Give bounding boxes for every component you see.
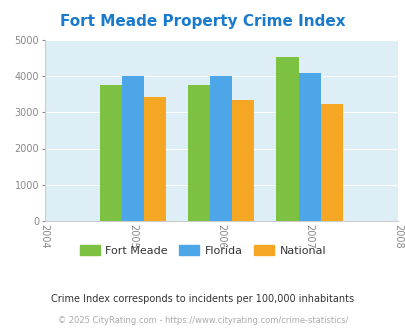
Text: Crime Index corresponds to incidents per 100,000 inhabitants: Crime Index corresponds to incidents per… — [51, 294, 354, 304]
Text: © 2025 CityRating.com - https://www.cityrating.com/crime-statistics/: © 2025 CityRating.com - https://www.city… — [58, 316, 347, 325]
Bar — [298, 73, 320, 221]
Legend: Fort Meade, Florida, National: Fort Meade, Florida, National — [75, 241, 330, 260]
Bar — [276, 57, 298, 221]
Bar — [188, 85, 210, 221]
Bar — [320, 104, 342, 221]
Bar — [210, 76, 232, 221]
Bar — [100, 85, 122, 221]
Bar — [232, 100, 254, 221]
Bar — [144, 97, 166, 221]
Bar — [122, 76, 144, 221]
Text: Fort Meade Property Crime Index: Fort Meade Property Crime Index — [60, 14, 345, 29]
